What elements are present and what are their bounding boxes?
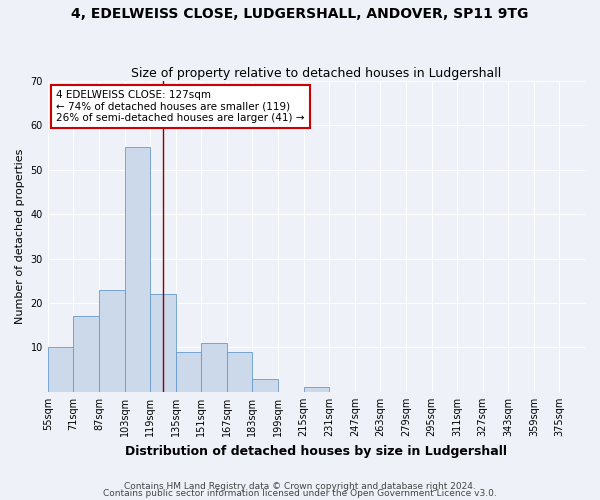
Text: Contains HM Land Registry data © Crown copyright and database right 2024.: Contains HM Land Registry data © Crown c… — [124, 482, 476, 491]
Bar — [48, 348, 73, 392]
Title: Size of property relative to detached houses in Ludgershall: Size of property relative to detached ho… — [131, 66, 502, 80]
Bar — [99, 290, 125, 392]
Text: Contains public sector information licensed under the Open Government Licence v3: Contains public sector information licen… — [103, 490, 497, 498]
Bar — [125, 148, 150, 392]
Bar — [227, 352, 253, 392]
X-axis label: Distribution of detached houses by size in Ludgershall: Distribution of detached houses by size … — [125, 444, 508, 458]
Y-axis label: Number of detached properties: Number of detached properties — [15, 148, 25, 324]
Bar — [150, 294, 176, 392]
Bar — [201, 343, 227, 392]
Bar — [176, 352, 201, 392]
Text: 4, EDELWEISS CLOSE, LUDGERSHALL, ANDOVER, SP11 9TG: 4, EDELWEISS CLOSE, LUDGERSHALL, ANDOVER… — [71, 8, 529, 22]
Bar — [304, 388, 329, 392]
Text: 4 EDELWEISS CLOSE: 127sqm
← 74% of detached houses are smaller (119)
26% of semi: 4 EDELWEISS CLOSE: 127sqm ← 74% of detac… — [56, 90, 304, 123]
Bar — [253, 378, 278, 392]
Bar — [73, 316, 99, 392]
